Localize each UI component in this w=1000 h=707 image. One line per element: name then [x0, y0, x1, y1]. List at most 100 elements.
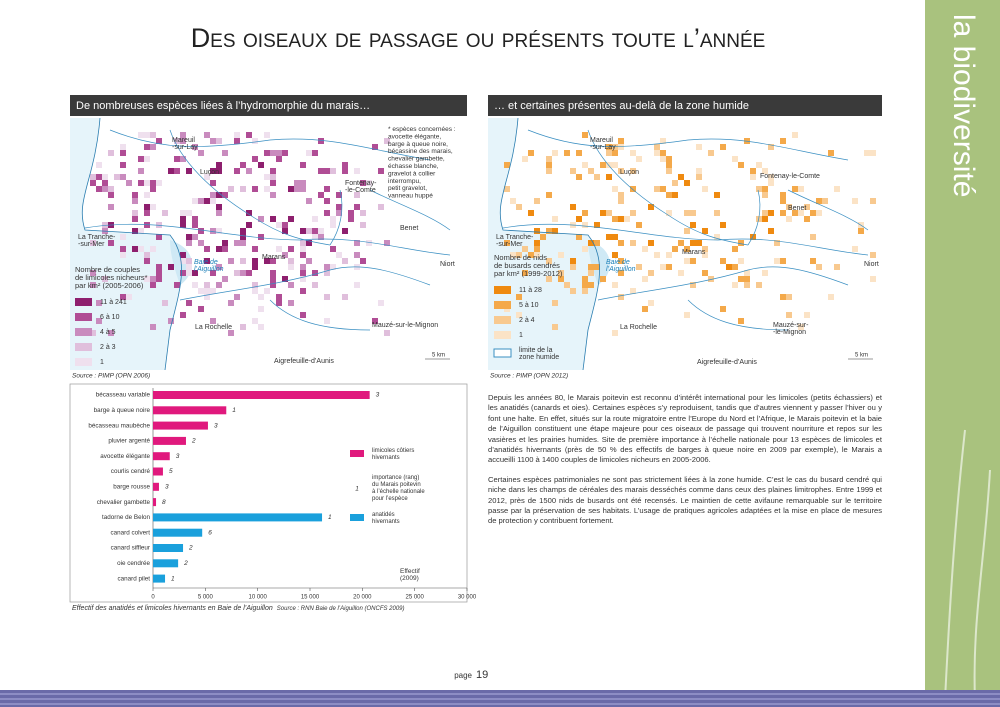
map-cell — [786, 204, 792, 210]
map-cell — [534, 240, 540, 246]
map-cell — [618, 240, 624, 246]
map-cell — [330, 222, 336, 228]
legend-swatch — [350, 450, 364, 457]
place-name-line: Baie de — [606, 259, 630, 266]
legend-swatch — [75, 298, 92, 306]
map-cell — [186, 264, 192, 270]
map-cell — [240, 234, 246, 240]
place-name-line: Luçon — [620, 169, 639, 176]
map-cell — [630, 150, 636, 156]
map-cell — [654, 252, 660, 258]
map-cell — [96, 186, 102, 192]
map-cell — [576, 150, 582, 156]
category-label: bécasseau maubèche — [88, 422, 150, 429]
legend-label: limite de la zone humide — [519, 347, 559, 361]
map-cell — [618, 144, 624, 150]
place-name-line: Benet — [400, 225, 418, 232]
map-cell — [792, 186, 798, 192]
map-cell — [708, 150, 714, 156]
rank-label: 3 — [214, 422, 218, 429]
map-cell — [168, 318, 174, 324]
map-cell — [870, 276, 876, 282]
map-cell — [732, 156, 738, 162]
map-cell — [690, 258, 696, 264]
map-cell — [114, 174, 120, 180]
map-cell — [204, 198, 210, 204]
species-note-line: échasse blanche, — [388, 163, 439, 170]
map-cell — [258, 306, 264, 312]
map-cell — [282, 276, 288, 282]
map-cell — [198, 228, 204, 234]
map-cell — [666, 168, 672, 174]
rank-label: 2 — [183, 560, 188, 567]
map-cell — [666, 210, 672, 216]
species-note-line: avocette élégante, — [388, 133, 441, 140]
map-cell — [258, 162, 264, 168]
species-note-line: interrompu, — [388, 178, 421, 185]
map-cell — [144, 210, 150, 216]
map-cell — [288, 258, 294, 264]
map-cell — [714, 210, 720, 216]
category-label: courlis cendré — [111, 468, 151, 475]
place-name-line: l’Aiguillon — [606, 266, 636, 273]
map-cell — [300, 186, 306, 192]
map-cell — [138, 228, 144, 234]
map-cell — [828, 294, 834, 300]
map-cell — [870, 198, 876, 204]
map-cell — [612, 216, 618, 222]
map-cell — [630, 210, 636, 216]
map-cell — [150, 276, 156, 282]
map-cell — [102, 174, 108, 180]
map-cell — [186, 270, 192, 276]
map-cell — [180, 270, 186, 276]
place-name-line: La Tranche- — [78, 234, 116, 241]
map-cell — [606, 150, 612, 156]
map-cell — [210, 198, 216, 204]
map-cell — [246, 222, 252, 228]
legend-label-line: importance (rang) — [372, 475, 419, 481]
map-cell — [282, 228, 288, 234]
map-cell — [234, 270, 240, 276]
place-name: La Tranche--sur-Mer — [496, 234, 534, 248]
map-cell — [510, 252, 516, 258]
map-cell — [702, 228, 708, 234]
map-cell — [180, 138, 186, 144]
map-cell — [660, 186, 666, 192]
map-cell — [288, 216, 294, 222]
map-cell — [258, 234, 264, 240]
legend-swatch — [75, 313, 92, 321]
caption-title: Effectif des anatidés et limicoles hiver… — [72, 605, 273, 612]
map-cell — [300, 246, 306, 252]
map-cell — [186, 300, 192, 306]
map-cell — [852, 246, 858, 252]
map-cell — [732, 282, 738, 288]
map-cell — [306, 258, 312, 264]
legend-label: limicoles côtiers hivernants — [372, 448, 414, 461]
bar-chart: 0 5 000 10 000 15 000 20 000 25 000 30 000 béca… — [88, 388, 477, 601]
place-name: Marans — [262, 254, 286, 261]
map-cell — [750, 174, 756, 180]
map-cell — [630, 288, 636, 294]
map-cell — [120, 246, 126, 252]
map-cell — [588, 270, 594, 276]
map-cell — [528, 150, 534, 156]
map-cell — [354, 252, 360, 258]
map-cell — [210, 288, 216, 294]
map-cell — [264, 288, 270, 294]
map-cell — [216, 204, 222, 210]
bar — [153, 452, 170, 461]
map-cell — [108, 330, 114, 336]
map-cell — [306, 240, 312, 246]
map-cell — [186, 240, 192, 246]
place-name-line: Niort — [440, 261, 455, 268]
x-tick-label: 15 000 — [301, 595, 320, 601]
map-cell — [660, 138, 666, 144]
river — [84, 223, 451, 256]
map-cell — [780, 258, 786, 264]
map-cell — [222, 150, 228, 156]
rank-label: 1 — [328, 514, 332, 521]
map-cell — [264, 186, 270, 192]
map-cell — [156, 222, 162, 228]
map-cell — [762, 192, 768, 198]
map-cell — [612, 162, 618, 168]
